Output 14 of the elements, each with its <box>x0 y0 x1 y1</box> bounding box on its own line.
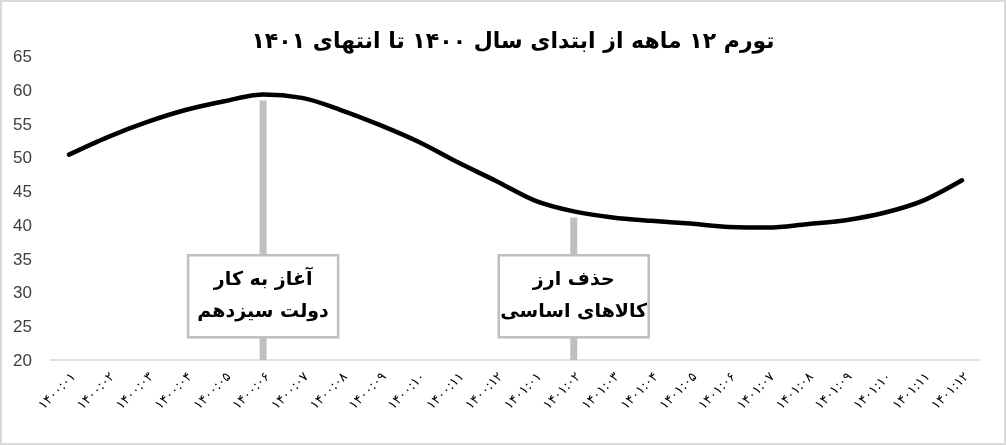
y-tick-label: 60 <box>13 80 32 100</box>
y-tick-label: 30 <box>13 283 32 303</box>
y-tick-label: 40 <box>13 215 32 235</box>
ref-line-label: حذف ارز کالاهای اساسی <box>500 267 649 322</box>
y-tick-label: 55 <box>13 114 32 134</box>
y-tick-label: 25 <box>13 317 32 337</box>
y-tick-label: 20 <box>13 350 32 370</box>
y-tick-label: 35 <box>13 249 32 269</box>
y-tick-label: 50 <box>13 148 32 168</box>
y-tick-label: 65 <box>13 46 32 66</box>
chart-title: تورم ۱۲ ماهه از ابتدای سال ۱۴۰۰ تا انتهای ۱۴۰۱ <box>251 28 775 54</box>
ref-line-label: آغاز به کار دولت سیزدهم <box>197 266 330 323</box>
y-tick-label: 45 <box>13 182 32 202</box>
line-series <box>66 92 965 230</box>
